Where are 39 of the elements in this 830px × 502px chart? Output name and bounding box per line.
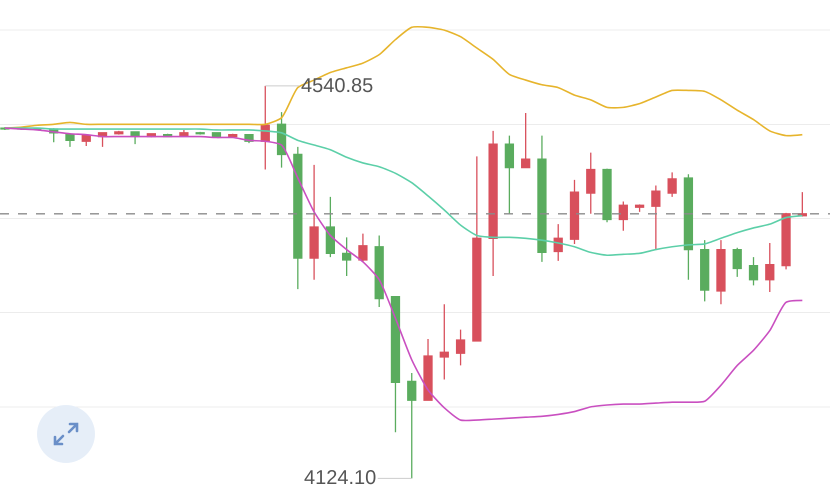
candlestick (798, 191, 807, 218)
candlestick (651, 184, 660, 250)
candlestick (618, 200, 628, 232)
candlestick (634, 204, 644, 213)
candlestick (700, 240, 710, 302)
candlestick (554, 224, 563, 262)
candlestick (732, 247, 742, 278)
candlestick (684, 174, 694, 280)
candlestick (309, 164, 319, 280)
candlestick (668, 172, 677, 198)
candlestick (293, 146, 302, 290)
candlestick (537, 134, 547, 262)
candlestick (390, 296, 400, 433)
candlestick (472, 156, 482, 342)
candlestick (326, 196, 336, 258)
candlestick (488, 130, 498, 277)
candlestick (602, 168, 612, 223)
candlestick (765, 242, 774, 293)
annotation: 4124.10 (304, 467, 376, 489)
candlestick (748, 256, 758, 286)
candlestick (716, 240, 726, 305)
candlestick (342, 236, 352, 277)
candlestick (456, 328, 466, 366)
candlestick (374, 234, 384, 308)
annotation: 4540.85 (301, 75, 374, 97)
candlestick (358, 232, 368, 262)
candlestick (423, 338, 433, 401)
candlestick (130, 131, 140, 145)
candlestick (407, 372, 416, 480)
candlestick (570, 179, 580, 245)
candlestick (114, 130, 124, 136)
candlestick (82, 134, 91, 147)
candlestick (781, 212, 791, 270)
candlestick (521, 112, 530, 168)
candlestick (586, 152, 596, 214)
candlestick (504, 134, 514, 214)
candlestick (440, 304, 449, 380)
candlestick (196, 131, 205, 136)
candlestick (260, 85, 270, 170)
